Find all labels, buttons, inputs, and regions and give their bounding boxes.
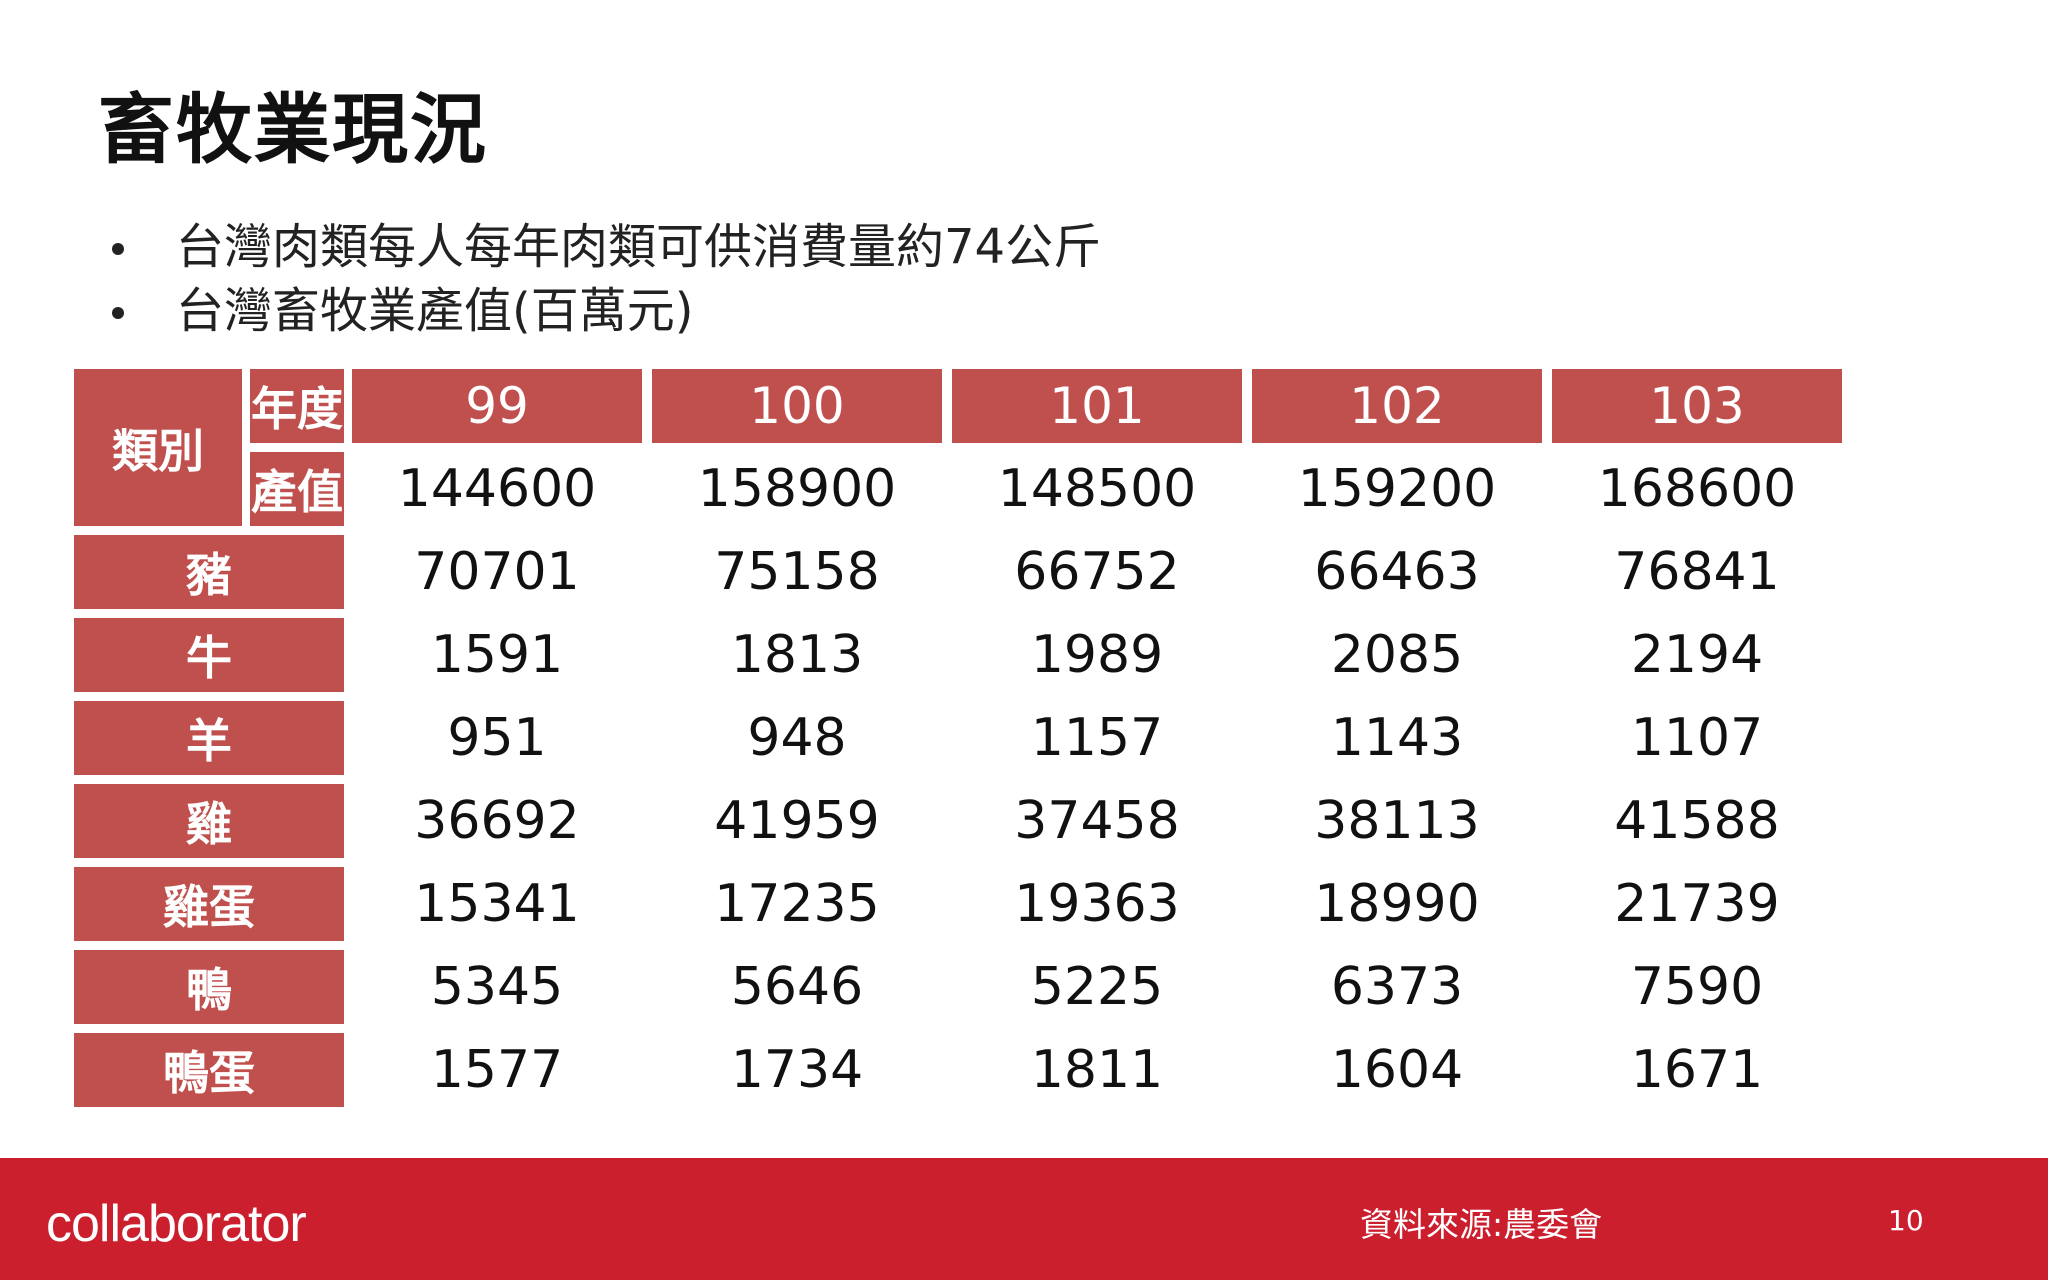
collaborator-logo: collaborator <box>46 1195 307 1253</box>
table-cell: 37458 <box>1014 791 1180 851</box>
table-cell: 5345 <box>430 957 564 1017</box>
table-cell: 17235 <box>714 874 880 934</box>
bullet-list: 台灣肉類每人每年肉類可供消費量約74公斤 台灣畜牧業產值(百萬元) <box>108 215 1101 343</box>
table-cell: 1734 <box>730 1040 864 1100</box>
bullet-text: 台灣肉類每人每年肉類可供消費量約74公斤 <box>176 219 1102 275</box>
table-cell: 1671 <box>1630 1040 1764 1100</box>
table-cell: 1143 <box>1330 708 1464 768</box>
category-label-4: 雞蛋 <box>74 867 344 941</box>
page-number: 10 <box>1888 1204 1924 1237</box>
category-label-0: 豬 <box>74 535 344 609</box>
category-label-2: 羊 <box>74 701 344 775</box>
category-label-5: 鴨 <box>74 950 344 1024</box>
total-value-cell: 168600 <box>1597 459 1797 519</box>
bullet-item: 台灣肉類每人每年肉類可供消費量約74公斤 <box>108 215 1101 279</box>
year-header-cell: 年度 <box>250 369 344 443</box>
year-header-99: 99 <box>352 369 642 443</box>
table-cell: 948 <box>747 708 847 768</box>
total-value-cell: 159200 <box>1297 459 1497 519</box>
slide-title: 畜牧業現況 <box>98 85 488 174</box>
category-label-3: 雞 <box>74 784 344 858</box>
table-cell: 19363 <box>1014 874 1180 934</box>
table-cell: 5225 <box>1030 957 1164 1017</box>
year-header-103: 103 <box>1552 369 1842 443</box>
footer-band: collaborator 資料來源:農委會 10 <box>0 1158 2048 1280</box>
table-cell: 38113 <box>1314 791 1480 851</box>
table-cell: 75158 <box>714 542 880 602</box>
table-cell: 1604 <box>1330 1040 1464 1100</box>
table-cell: 1157 <box>1030 708 1164 768</box>
total-value-cell: 144600 <box>397 459 597 519</box>
table-cell: 18990 <box>1314 874 1480 934</box>
table-cell: 6373 <box>1330 957 1464 1017</box>
year-header-100: 100 <box>652 369 942 443</box>
category-label-1: 牛 <box>74 618 344 692</box>
table-cell: 1107 <box>1630 708 1764 768</box>
table-cell: 951 <box>447 708 547 768</box>
table-cell: 2194 <box>1630 625 1764 685</box>
total-value-cell: 158900 <box>697 459 897 519</box>
table-cell: 15341 <box>414 874 580 934</box>
category-header-cell: 類別 <box>74 369 242 526</box>
table-cell: 66752 <box>1014 542 1180 602</box>
bullet-dot-icon <box>112 243 124 255</box>
category-label-6: 鴨蛋 <box>74 1033 344 1107</box>
year-header-102: 102 <box>1252 369 1542 443</box>
table-cell: 1989 <box>1030 625 1164 685</box>
year-header-101: 101 <box>952 369 1242 443</box>
bullet-item: 台灣畜牧業產值(百萬元) <box>108 279 1101 343</box>
table-cell: 70701 <box>414 542 580 602</box>
bullet-text: 台灣畜牧業產值(百萬元) <box>176 283 694 339</box>
production-value-table: 類別 年度產值 99 144600 100 158900 101 148500 102 15920… <box>74 369 1974 1109</box>
table-cell: 2085 <box>1330 625 1464 685</box>
table-cell: 1811 <box>1030 1040 1164 1100</box>
source-note: 資料來源:農委會 <box>1360 1205 1603 1244</box>
table-cell: 36692 <box>414 791 580 851</box>
total-value-cell: 148500 <box>997 459 1197 519</box>
bullet-dot-icon <box>112 307 124 319</box>
table-cell: 5646 <box>730 957 864 1017</box>
table-cell: 1577 <box>430 1040 564 1100</box>
table-cell: 41959 <box>714 791 880 851</box>
table-cell: 21739 <box>1614 874 1780 934</box>
table-cell: 7590 <box>1630 957 1764 1017</box>
table-cell: 66463 <box>1314 542 1480 602</box>
table-cell: 1813 <box>730 625 864 685</box>
table-cell: 1591 <box>430 625 564 685</box>
table-cell: 41588 <box>1614 791 1780 851</box>
value-header-cell: 產值 <box>250 452 344 526</box>
table-cell: 76841 <box>1614 542 1780 602</box>
